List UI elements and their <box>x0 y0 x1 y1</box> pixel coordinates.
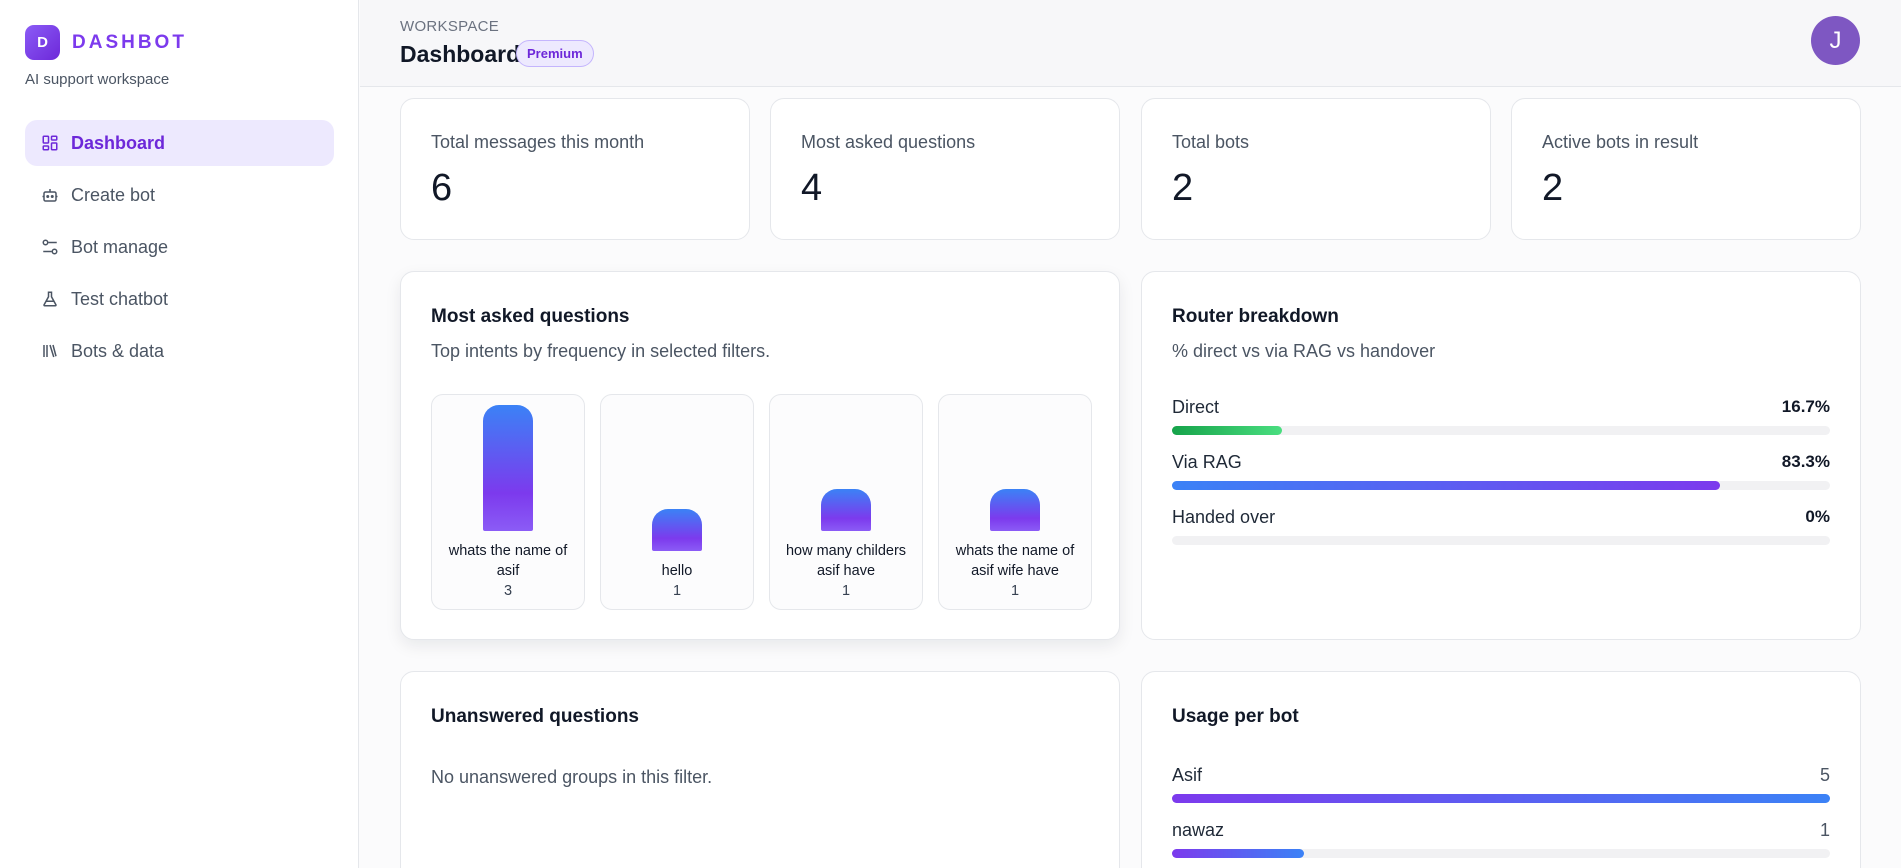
most-asked-panel: Most asked questions Top intents by freq… <box>400 271 1120 640</box>
sidebar-item-bot-manage[interactable]: Bot manage <box>25 224 334 270</box>
bar <box>990 489 1040 531</box>
stat-label: Total messages this month <box>431 132 645 152</box>
page-title: Dashboard <box>400 41 521 67</box>
brand-name: DASHBOT <box>72 31 187 53</box>
panel-subtitle: % direct vs via RAG vs handover <box>1172 341 1436 361</box>
bar-label: whats the name of asif <box>448 543 568 579</box>
progress-fill <box>1172 481 1721 490</box>
sidebar-item-label: Test chatbot <box>71 288 169 309</box>
user-avatar[interactable]: J <box>1811 16 1860 65</box>
sidebar-item-label: Dashboard <box>71 132 166 153</box>
usage-row-nawaz: nawaz 1 <box>1172 820 1830 858</box>
bar-card: whats the name of asif wife have 1 <box>938 394 1092 610</box>
bar <box>652 509 702 551</box>
router-row-percent: 16.7% <box>1781 397 1830 416</box>
sidebar: D DASHBOT AI support workspace Dashboard… <box>0 0 359 868</box>
router-row-direct: Direct 16.7% <box>1172 397 1830 435</box>
progress-track <box>1172 426 1830 435</box>
progress-fill <box>1172 426 1282 435</box>
stat-value: 2 <box>1172 167 1194 209</box>
stat-card-active-bots: Active bots in result 2 <box>1511 98 1861 240</box>
panel-title: Most asked questions <box>431 306 630 327</box>
stat-value: 2 <box>1542 167 1564 209</box>
top-header: WORKSPACE Dashboard Premium J <box>360 0 1901 87</box>
usage-row-asif: Asif 5 <box>1172 765 1830 803</box>
bar-value-label: 1 <box>672 583 682 599</box>
usage-row-count: 5 <box>1819 765 1830 785</box>
router-row-label: Direct <box>1172 397 1220 417</box>
bar <box>483 405 533 531</box>
sidebar-item-test-chatbot[interactable]: Test chatbot <box>25 276 334 322</box>
unanswered-panel: Unanswered questions No unanswered group… <box>400 671 1120 868</box>
router-row-percent: 0% <box>1805 507 1830 526</box>
sidebar-item-label: Bot manage <box>71 236 169 257</box>
bar-card: hello 1 <box>600 394 754 610</box>
dashboard-icon <box>42 135 58 151</box>
brand[interactable]: D DASHBOT <box>25 25 187 60</box>
bar-card: whats the name of asif 3 <box>431 394 585 610</box>
stat-value: 4 <box>801 167 823 209</box>
router-row-handed-over: Handed over 0% <box>1172 507 1830 545</box>
bar-value-label: 3 <box>503 583 513 599</box>
stat-card-most-asked: Most asked questions 4 <box>770 98 1120 240</box>
sidebar-nav: Dashboard Create bot Bot manage Test cha… <box>25 120 334 380</box>
router-row-label: Via RAG <box>1172 452 1242 472</box>
sidebar-item-dashboard[interactable]: Dashboard <box>25 120 334 166</box>
panel-title: Usage per bot <box>1172 706 1299 727</box>
router-row-percent: 83.3% <box>1781 452 1830 471</box>
progress-fill <box>1172 849 1304 858</box>
router-row-via-rag: Via RAG 83.3% <box>1172 452 1830 490</box>
workspace-label: WORKSPACE <box>400 18 500 35</box>
sidebar-item-bots-data[interactable]: Bots & data <box>25 328 334 374</box>
bar-label: how many childers asif have <box>785 543 907 579</box>
progress-track <box>1172 849 1830 858</box>
router-breakdown-panel: Router breakdown % direct vs via RAG vs … <box>1141 271 1861 640</box>
bar-label: whats the name of asif wife have <box>955 543 1075 579</box>
brand-logo: D <box>25 25 60 60</box>
empty-state-text: No unanswered groups in this filter. <box>431 767 713 787</box>
bar-value-label: 1 <box>1010 583 1020 599</box>
progress-fill <box>1172 794 1830 803</box>
stat-label: Total bots <box>1172 132 1250 152</box>
stat-card-total-messages: Total messages this month 6 <box>400 98 750 240</box>
flask-icon <box>43 291 57 307</box>
stat-label: Most asked questions <box>801 132 976 152</box>
panel-subtitle: Top intents by frequency in selected fil… <box>431 341 771 361</box>
stat-card-total-bots: Total bots 2 <box>1141 98 1491 240</box>
bar-label: hello <box>661 563 693 579</box>
progress-track <box>1172 481 1830 490</box>
usage-per-bot-panel: Usage per bot Asif 5 nawaz 1 <box>1141 671 1861 868</box>
sliders-icon <box>42 239 58 255</box>
sidebar-item-label: Create bot <box>71 184 156 205</box>
usage-row-count: 1 <box>1819 820 1830 840</box>
premium-badge: Premium <box>516 40 594 67</box>
bot-icon <box>42 189 58 202</box>
sidebar-item-label: Bots & data <box>71 340 165 361</box>
bar-value-label: 1 <box>841 583 851 599</box>
stat-value: 6 <box>431 167 453 209</box>
progress-track <box>1172 536 1830 545</box>
bar <box>821 489 871 531</box>
sidebar-item-create-bot[interactable]: Create bot <box>25 172 334 218</box>
router-row-label: Handed over <box>1172 507 1276 527</box>
usage-row-label: Asif <box>1172 765 1203 785</box>
bar-card: how many childers asif have 1 <box>769 394 923 610</box>
panel-title: Unanswered questions <box>431 706 639 727</box>
brand-subtitle: AI support workspace <box>25 71 170 88</box>
library-icon <box>43 344 57 358</box>
usage-row-label: nawaz <box>1172 820 1225 840</box>
progress-track <box>1172 794 1830 803</box>
panel-title: Router breakdown <box>1172 306 1339 327</box>
stat-label: Active bots in result <box>1542 132 1699 152</box>
